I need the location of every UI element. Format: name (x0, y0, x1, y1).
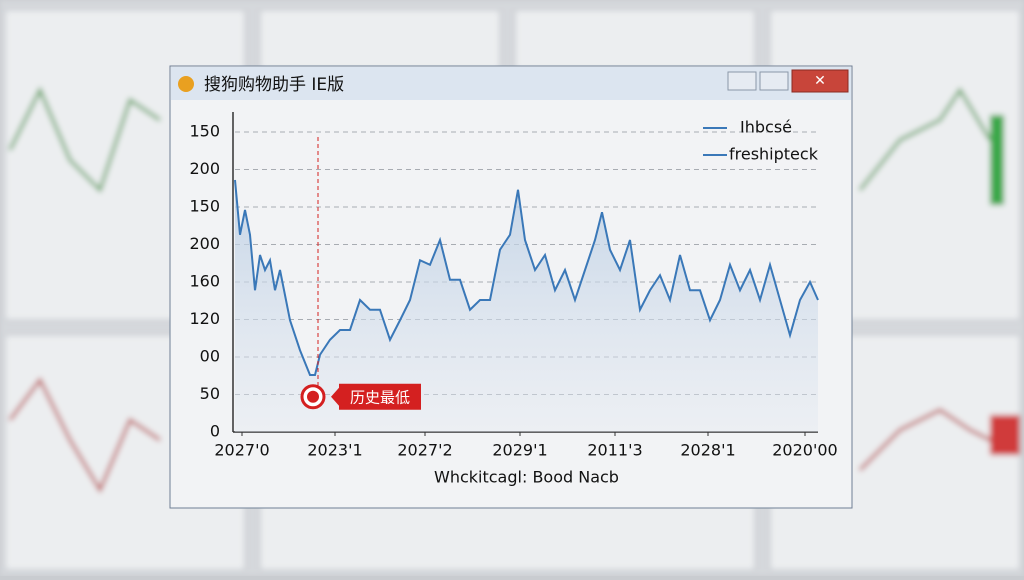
x-tick-label: 2027'2 (397, 441, 452, 460)
close-button[interactable] (791, 69, 849, 93)
legend-label: freshipteck (729, 145, 819, 164)
x-tick-label: 2027'0 (214, 441, 269, 460)
y-tick-label: 00 (200, 347, 220, 366)
x-tick-label: 2011'3 (587, 441, 642, 460)
maximize-button[interactable] (759, 71, 789, 91)
annotation-dot (307, 390, 319, 403)
y-tick-label: 150 (189, 197, 220, 216)
x-axis-label: Whckitcagl: Bood Nacb (434, 468, 619, 487)
line (234, 179, 819, 376)
y-tick-label: 200 (189, 159, 220, 178)
y-tick-label: 120 (189, 309, 220, 328)
area-fill (235, 180, 818, 432)
app-icon (178, 76, 194, 92)
legend-label: Ihbcsé (740, 118, 792, 137)
close-icon: ✕ (814, 73, 826, 89)
y-tick-label: 0 (210, 422, 220, 441)
x-tick-label: 2029'1 (492, 441, 547, 460)
y-tick-label: 200 (189, 234, 220, 253)
x-tick-label: 2028'1 (680, 441, 735, 460)
x-tick-label: 2020'00 (772, 441, 837, 460)
y-tick-label: 50 (200, 384, 220, 403)
y-tick-label: 150 (189, 122, 220, 141)
annotation-box (331, 383, 421, 410)
y-tick-label: 160 (189, 272, 220, 291)
annotation-text: 历史最低 (350, 388, 410, 406)
minimize-button[interactable] (727, 71, 757, 91)
window-title: 搜狗购物助手 IE版 (204, 75, 344, 95)
x-tick-label: 2023'1 (307, 441, 362, 460)
chart: 0 50 00 120 160 200 150 200 150 2027'0 2023'1 2027'… (189, 112, 838, 487)
